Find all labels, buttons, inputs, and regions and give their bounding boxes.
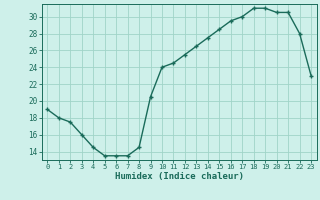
X-axis label: Humidex (Indice chaleur): Humidex (Indice chaleur) [115,172,244,181]
